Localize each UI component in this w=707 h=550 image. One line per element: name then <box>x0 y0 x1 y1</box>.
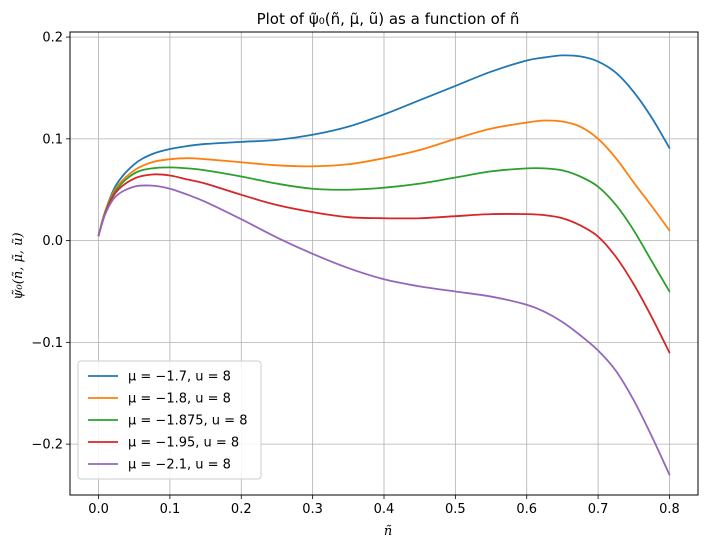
x-tick-label: 0.0 <box>88 502 109 517</box>
x-tick-label: 0.4 <box>374 502 395 517</box>
x-tick-label: 0.2 <box>231 502 252 517</box>
y-tick-label: 0.0 <box>42 234 63 249</box>
legend-entry-label: μ = −1.8, u = 8 <box>128 392 231 407</box>
series-line-1 <box>97 119 671 237</box>
x-tick-label: 0.5 <box>445 502 466 517</box>
x-tick-label: 0.1 <box>160 502 181 517</box>
y-tick-label: 0.1 <box>42 132 63 147</box>
legend-entry-label: μ = −1.875, u = 8 <box>128 414 247 429</box>
y-axis-label: ψ̃₀(ñ, μ̃, ũ) <box>11 232 26 299</box>
legend-entry-label: μ = −2.1, u = 8 <box>128 458 231 473</box>
series-line-0 <box>97 54 671 237</box>
series-line-3 <box>97 173 671 354</box>
y-tick-label: −0.1 <box>31 336 63 351</box>
grid <box>70 32 698 495</box>
y-tick-label: 0.2 <box>42 31 63 46</box>
x-tick-label: 0.7 <box>588 502 609 517</box>
x-axis-label: ñ <box>384 524 392 539</box>
y-tick-label: −0.2 <box>31 438 63 453</box>
x-tick-label: 0.6 <box>516 502 537 517</box>
chart-title: Plot of ψ̃₀(ñ, μ̃, ũ) as a function of ñ <box>257 10 520 28</box>
legend-entry-label: μ = −1.95, u = 8 <box>128 436 239 451</box>
legend-entry-label: μ = −1.7, u = 8 <box>128 370 231 385</box>
series-layer <box>97 54 671 476</box>
legend-box <box>77 360 262 480</box>
x-tick-label: 0.3 <box>302 502 323 517</box>
legend: μ = −1.7, u = 8 μ = −1.8, u = 8 μ = −1.875… <box>77 360 262 480</box>
series-line-4 <box>97 184 671 476</box>
x-axis: 0.0 0.1 0.2 0.3 0.4 0.5 0.6 0.7 0.8 <box>88 495 680 517</box>
series-line-2 <box>97 166 671 293</box>
x-tick-label: 0.8 <box>659 502 680 517</box>
y-axis: −0.2 −0.1 0.0 0.1 0.2 <box>31 31 70 453</box>
